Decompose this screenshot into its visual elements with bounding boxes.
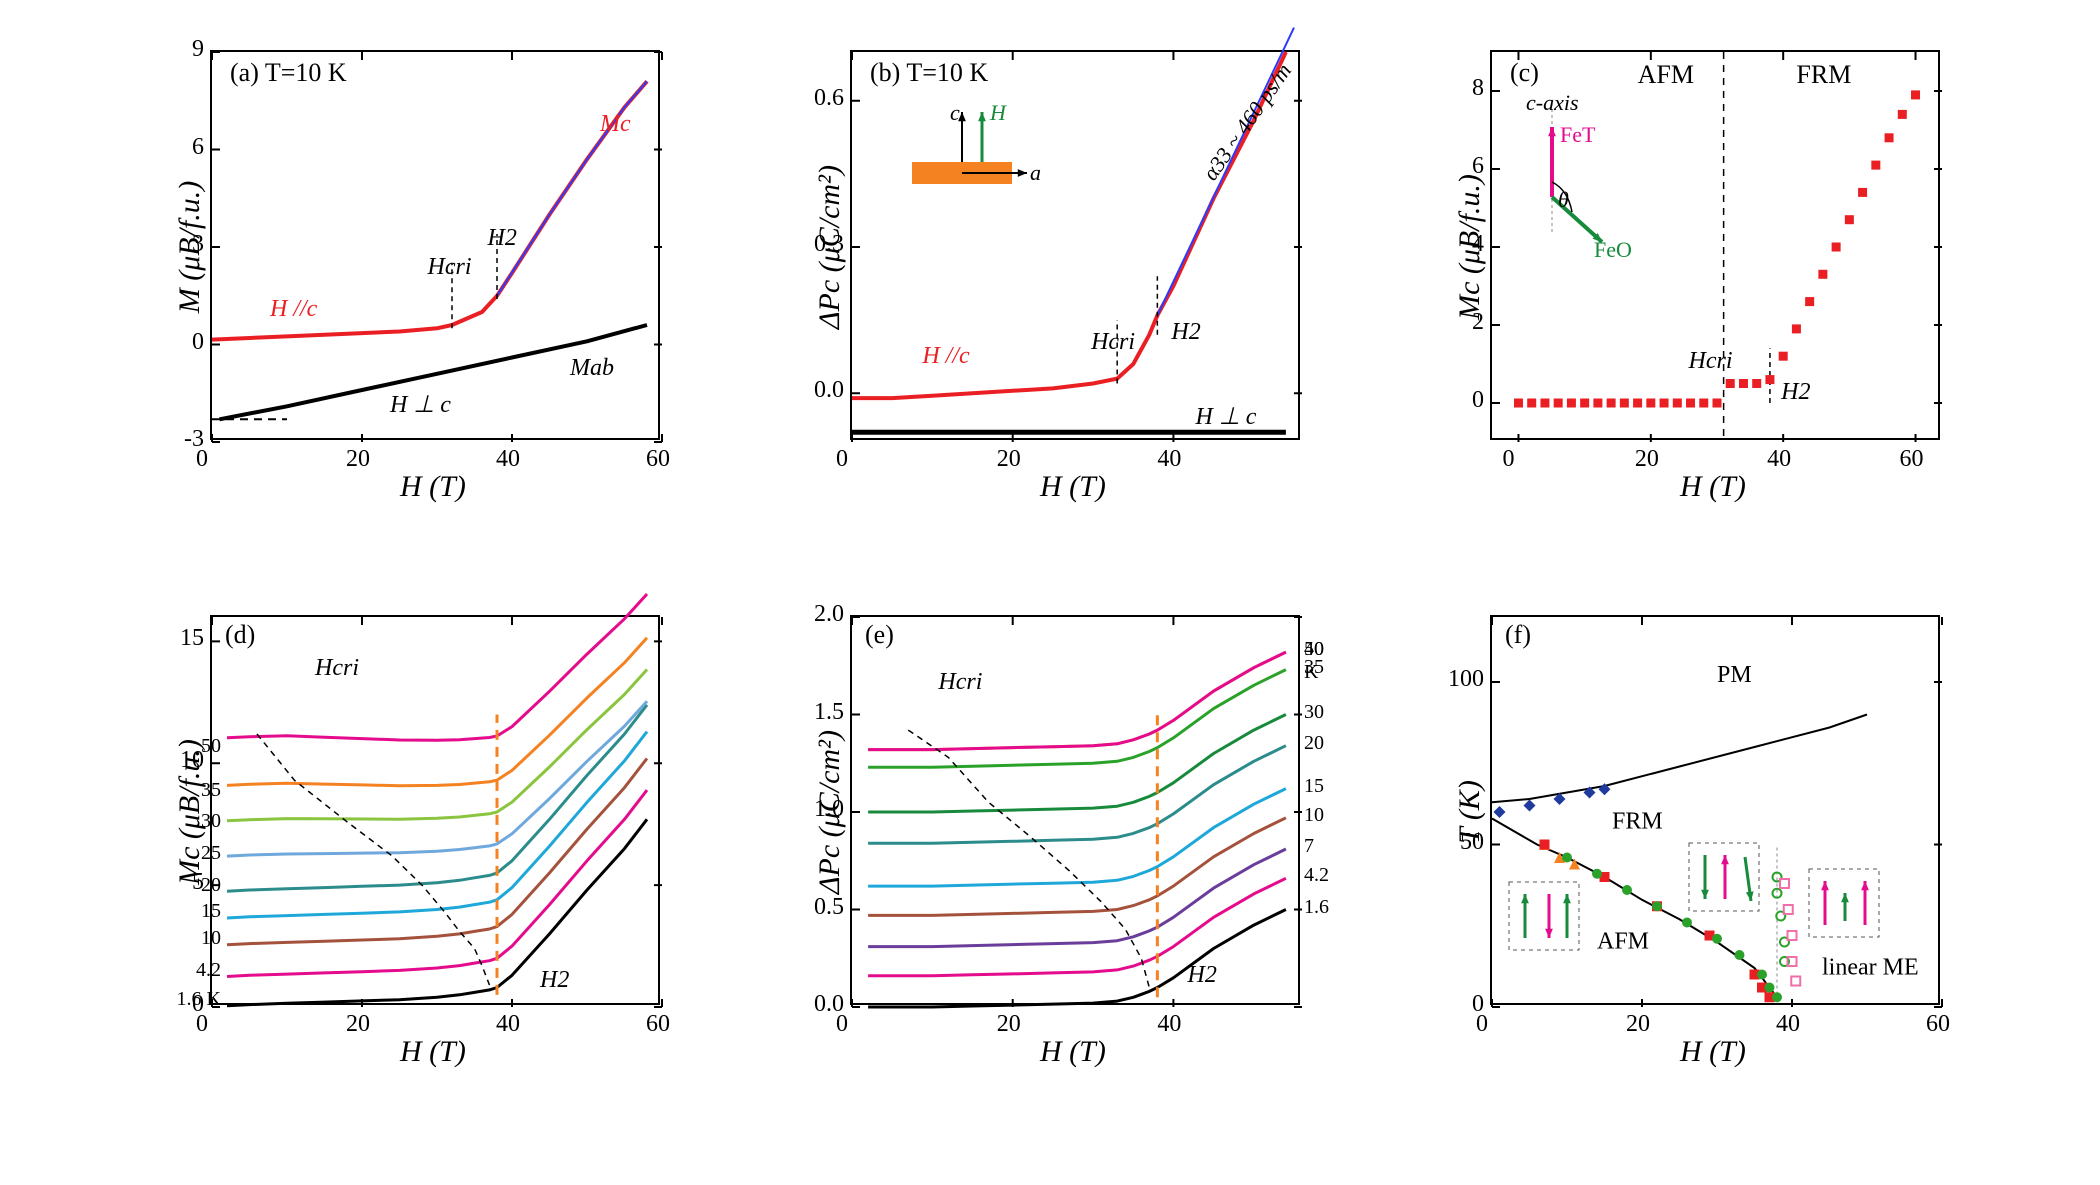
svg-text:H: H	[989, 100, 1007, 125]
svg-text:θ: θ	[1558, 187, 1569, 212]
panel-b-xlabel: H (T)	[1040, 470, 1106, 504]
panel-e-tag: (e)	[865, 620, 894, 650]
panel-a-xlabel: H (T)	[400, 470, 466, 504]
panel-b: cHa (b) T=10 K ΔPc (μC/cm²) H (T) 020400…	[760, 40, 1340, 575]
panel-d-tag: (d)	[225, 620, 255, 650]
plot-f-area: PM FRM AFM linear ME	[1490, 615, 1940, 1005]
svg-text:a: a	[1030, 160, 1041, 185]
plot-d-svg	[212, 617, 662, 1007]
plot-a-svg	[212, 52, 662, 442]
svg-text:FeT: FeT	[1560, 122, 1596, 147]
plot-e-svg	[852, 617, 1302, 1007]
svg-text:FRM: FRM	[1796, 60, 1851, 89]
plot-d-area	[210, 615, 660, 1005]
panel-f-ylabel: T (K)	[1453, 722, 1487, 902]
svg-text:FeO: FeO	[1594, 237, 1632, 262]
panel-d-xlabel: H (T)	[400, 1035, 466, 1069]
plot-c-svg: AFM FRM c-axis FeT FeO θ	[1492, 52, 1942, 442]
figure-grid: (a) T=10 K M (μB/f.u.) H (T) 0204060-303…	[120, 40, 1980, 1140]
svg-text:linear ME: linear ME	[1822, 955, 1919, 981]
panel-f-tag: (f)	[1505, 620, 1531, 650]
panel-c: AFMFRMc-axisFeTFeOθ (c) Mc (μB/f.u.) H (…	[1400, 40, 1980, 575]
svg-text:PM: PM	[1717, 662, 1752, 688]
plot-e-area	[850, 615, 1300, 1005]
svg-text:FRM: FRM	[1612, 808, 1663, 834]
plot-b-area: c Ha	[850, 50, 1300, 440]
plot-a-area	[210, 50, 660, 440]
plot-b-svg: c Ha	[852, 52, 1302, 442]
svg-text:c: c	[950, 100, 960, 125]
panel-a: (a) T=10 K M (μB/f.u.) H (T) 0204060-303…	[120, 40, 700, 575]
svg-text:AFM: AFM	[1638, 60, 1694, 89]
panel-a-tag: (a) T=10 K	[230, 58, 347, 88]
panel-f: PMFRMAFMlinear ME (f) T (K) H (T) 020406…	[1400, 605, 1980, 1140]
svg-text:AFM: AFM	[1597, 929, 1649, 955]
svg-text:c-axis: c-axis	[1526, 90, 1579, 115]
panel-c-xlabel: H (T)	[1680, 470, 1746, 504]
panel-d: (d) Mc (μB/f.u.) H (T) 02040600510151.6 …	[120, 605, 700, 1140]
panel-c-tag: (c)	[1510, 58, 1539, 88]
panel-e-xlabel: H (T)	[1040, 1035, 1106, 1069]
plot-f-svg: PM FRM AFM linear ME	[1492, 617, 1942, 1007]
panel-e: (e) ΔPc (μC/cm²) H (T) 020400.00.51.01.5…	[760, 605, 1340, 1140]
plot-c-area: AFM FRM c-axis FeT FeO θ	[1490, 50, 1940, 440]
panel-f-xlabel: H (T)	[1680, 1035, 1746, 1069]
panel-b-tag: (b) T=10 K	[870, 58, 988, 88]
